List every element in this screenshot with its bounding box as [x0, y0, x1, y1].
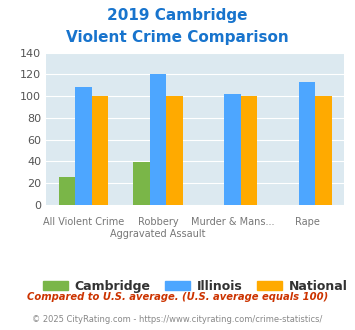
Bar: [150, 75, 166, 205]
Text: Robbery: Robbery: [138, 217, 178, 227]
Text: Compared to U.S. average. (U.S. average equals 100): Compared to U.S. average. (U.S. average …: [27, 292, 328, 302]
Bar: [241, 96, 257, 205]
Bar: [224, 94, 241, 205]
Bar: [299, 82, 315, 205]
Text: Aggravated Assault: Aggravated Assault: [110, 229, 206, 239]
Text: All Violent Crime: All Violent Crime: [43, 217, 124, 227]
Text: Murder & Mans...: Murder & Mans...: [191, 217, 274, 227]
Text: © 2025 CityRating.com - https://www.cityrating.com/crime-statistics/: © 2025 CityRating.com - https://www.city…: [32, 315, 323, 324]
Bar: [75, 87, 92, 205]
Bar: [59, 178, 75, 205]
Text: 2019 Cambridge: 2019 Cambridge: [107, 8, 248, 23]
Bar: [92, 96, 108, 205]
Legend: Cambridge, Illinois, National: Cambridge, Illinois, National: [38, 275, 353, 298]
Bar: [315, 96, 332, 205]
Text: Violent Crime Comparison: Violent Crime Comparison: [66, 30, 289, 45]
Bar: [166, 96, 182, 205]
Bar: [133, 162, 150, 205]
Text: Rape: Rape: [295, 217, 320, 227]
